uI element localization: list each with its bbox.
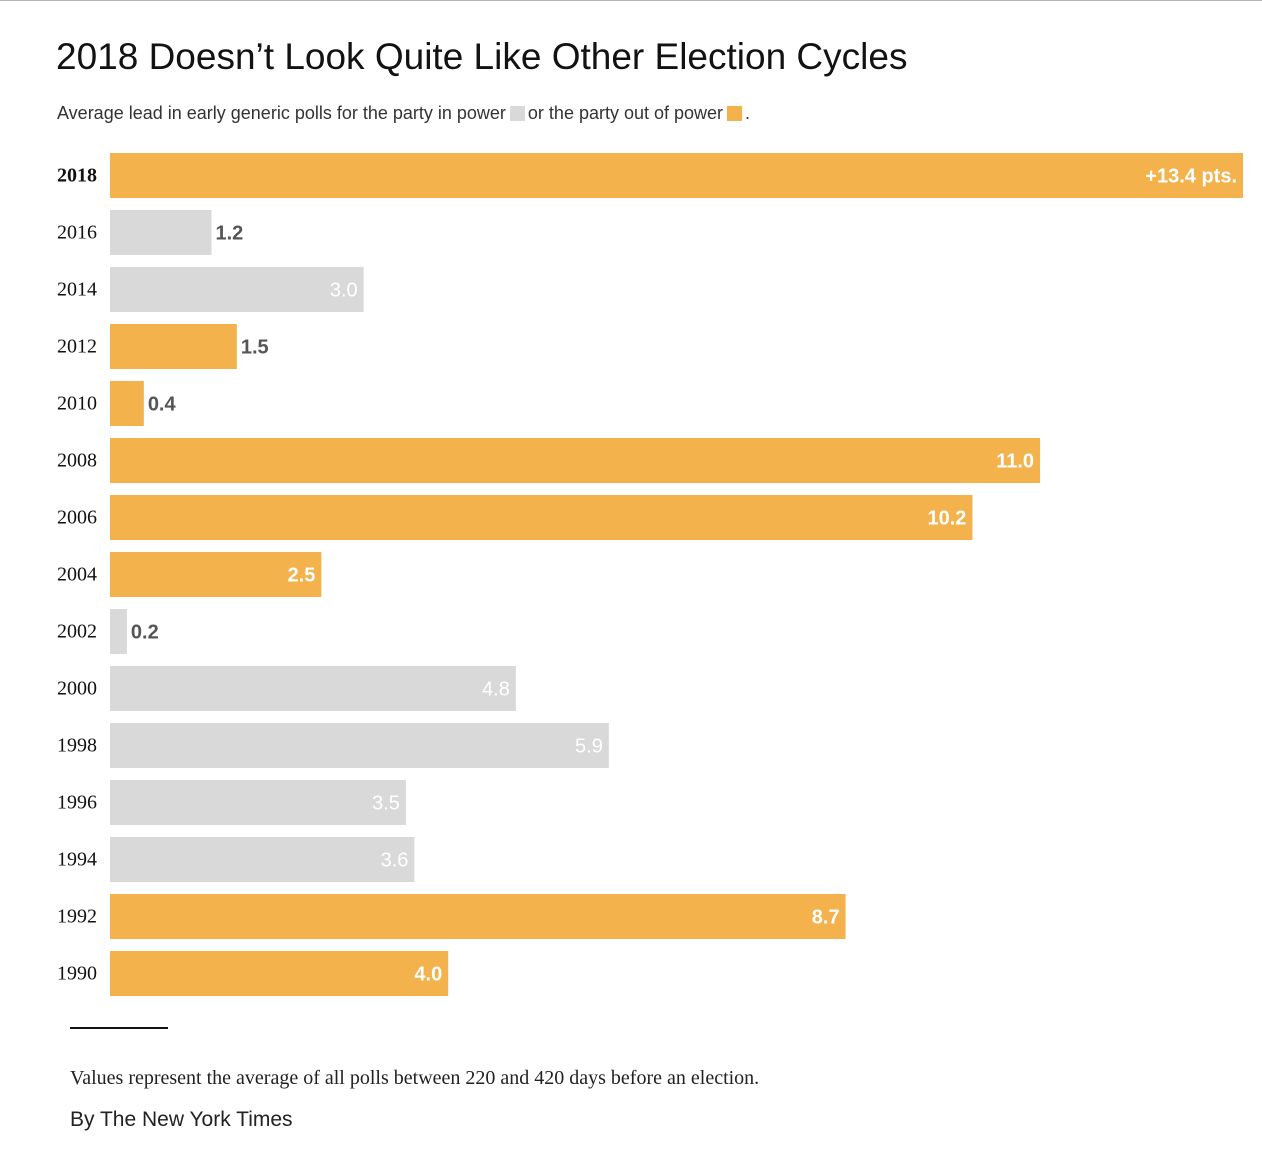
- note-rule: [70, 1027, 168, 1029]
- value-label-2012: 1.5: [241, 337, 269, 359]
- year-label-2004: 2004: [57, 564, 97, 586]
- bar-2008: [110, 438, 1041, 483]
- year-label-1992: 1992: [57, 906, 97, 928]
- value-label-1990: 4.0: [414, 964, 442, 986]
- year-label-1990: 1990: [57, 963, 97, 985]
- chart-subtitle: Average lead in early generic polls for …: [57, 103, 750, 124]
- year-label-1996: 1996: [57, 792, 97, 814]
- bar-2016: [110, 210, 212, 255]
- value-label-1994: 3.6: [381, 850, 409, 872]
- value-label-2014: 3.0: [330, 280, 358, 302]
- value-label-2008: 11.0: [996, 451, 1034, 473]
- bar-2006: [110, 495, 973, 540]
- bar-2010: [110, 381, 144, 426]
- value-label-2016: 1.2: [215, 223, 243, 245]
- bar-2002: [110, 609, 127, 654]
- bar-1990: [110, 951, 449, 996]
- year-label-2014: 2014: [57, 279, 97, 301]
- year-label-1998: 1998: [57, 735, 97, 757]
- subtitle-text-in-power: Average lead in early generic polls for …: [57, 103, 506, 123]
- year-label-2018: 2018: [57, 165, 97, 187]
- year-label-2000: 2000: [57, 678, 97, 700]
- value-label-2004: 2.5: [288, 565, 316, 587]
- year-label-2012: 2012: [57, 336, 97, 358]
- year-label-1994: 1994: [57, 849, 97, 871]
- bar-2004: [110, 552, 322, 597]
- subtitle-text-out-of-power: or the party out of power: [527, 103, 724, 123]
- bar-2018: [110, 153, 1243, 198]
- value-label-1998: 5.9: [575, 736, 603, 758]
- credit: By The New York Times: [70, 1108, 293, 1131]
- value-label-2006: 10.2: [927, 508, 966, 530]
- bar-1996: [110, 780, 406, 825]
- year-label-2016: 2016: [57, 222, 97, 244]
- year-label-2008: 2008: [57, 450, 97, 472]
- value-label-2002: 0.2: [131, 622, 159, 644]
- year-label-2010: 2010: [57, 393, 97, 415]
- value-label-2018: +13.4 pts.: [1145, 166, 1237, 188]
- value-label-2000: 4.8: [482, 679, 510, 701]
- bar-1994: [110, 837, 415, 882]
- chart-title: 2018 Doesn’t Look Quite Like Other Elect…: [56, 36, 908, 77]
- value-label-2010: 0.4: [148, 394, 177, 416]
- footnote: Values represent the average of all poll…: [70, 1067, 760, 1089]
- top-rule: [0, 0, 1262, 1]
- value-label-1992: 8.7: [812, 907, 840, 929]
- in-power-swatch: [509, 106, 525, 121]
- bar-chart: 2018 +13.4 pts. 2016 1.2 2014 3.0 2012 1.5 2010 0…: [57, 153, 1243, 996]
- subtitle-end: .: [745, 103, 751, 123]
- bar-1992: [110, 894, 846, 939]
- year-label-2006: 2006: [57, 507, 97, 529]
- year-label-2002: 2002: [57, 621, 97, 643]
- bar-2000: [110, 666, 516, 711]
- value-label-1996: 3.5: [372, 793, 400, 815]
- bar-2014: [110, 267, 364, 312]
- bar-2012: [110, 324, 237, 369]
- bar-1998: [110, 723, 609, 768]
- out-of-power-swatch: [727, 106, 743, 121]
